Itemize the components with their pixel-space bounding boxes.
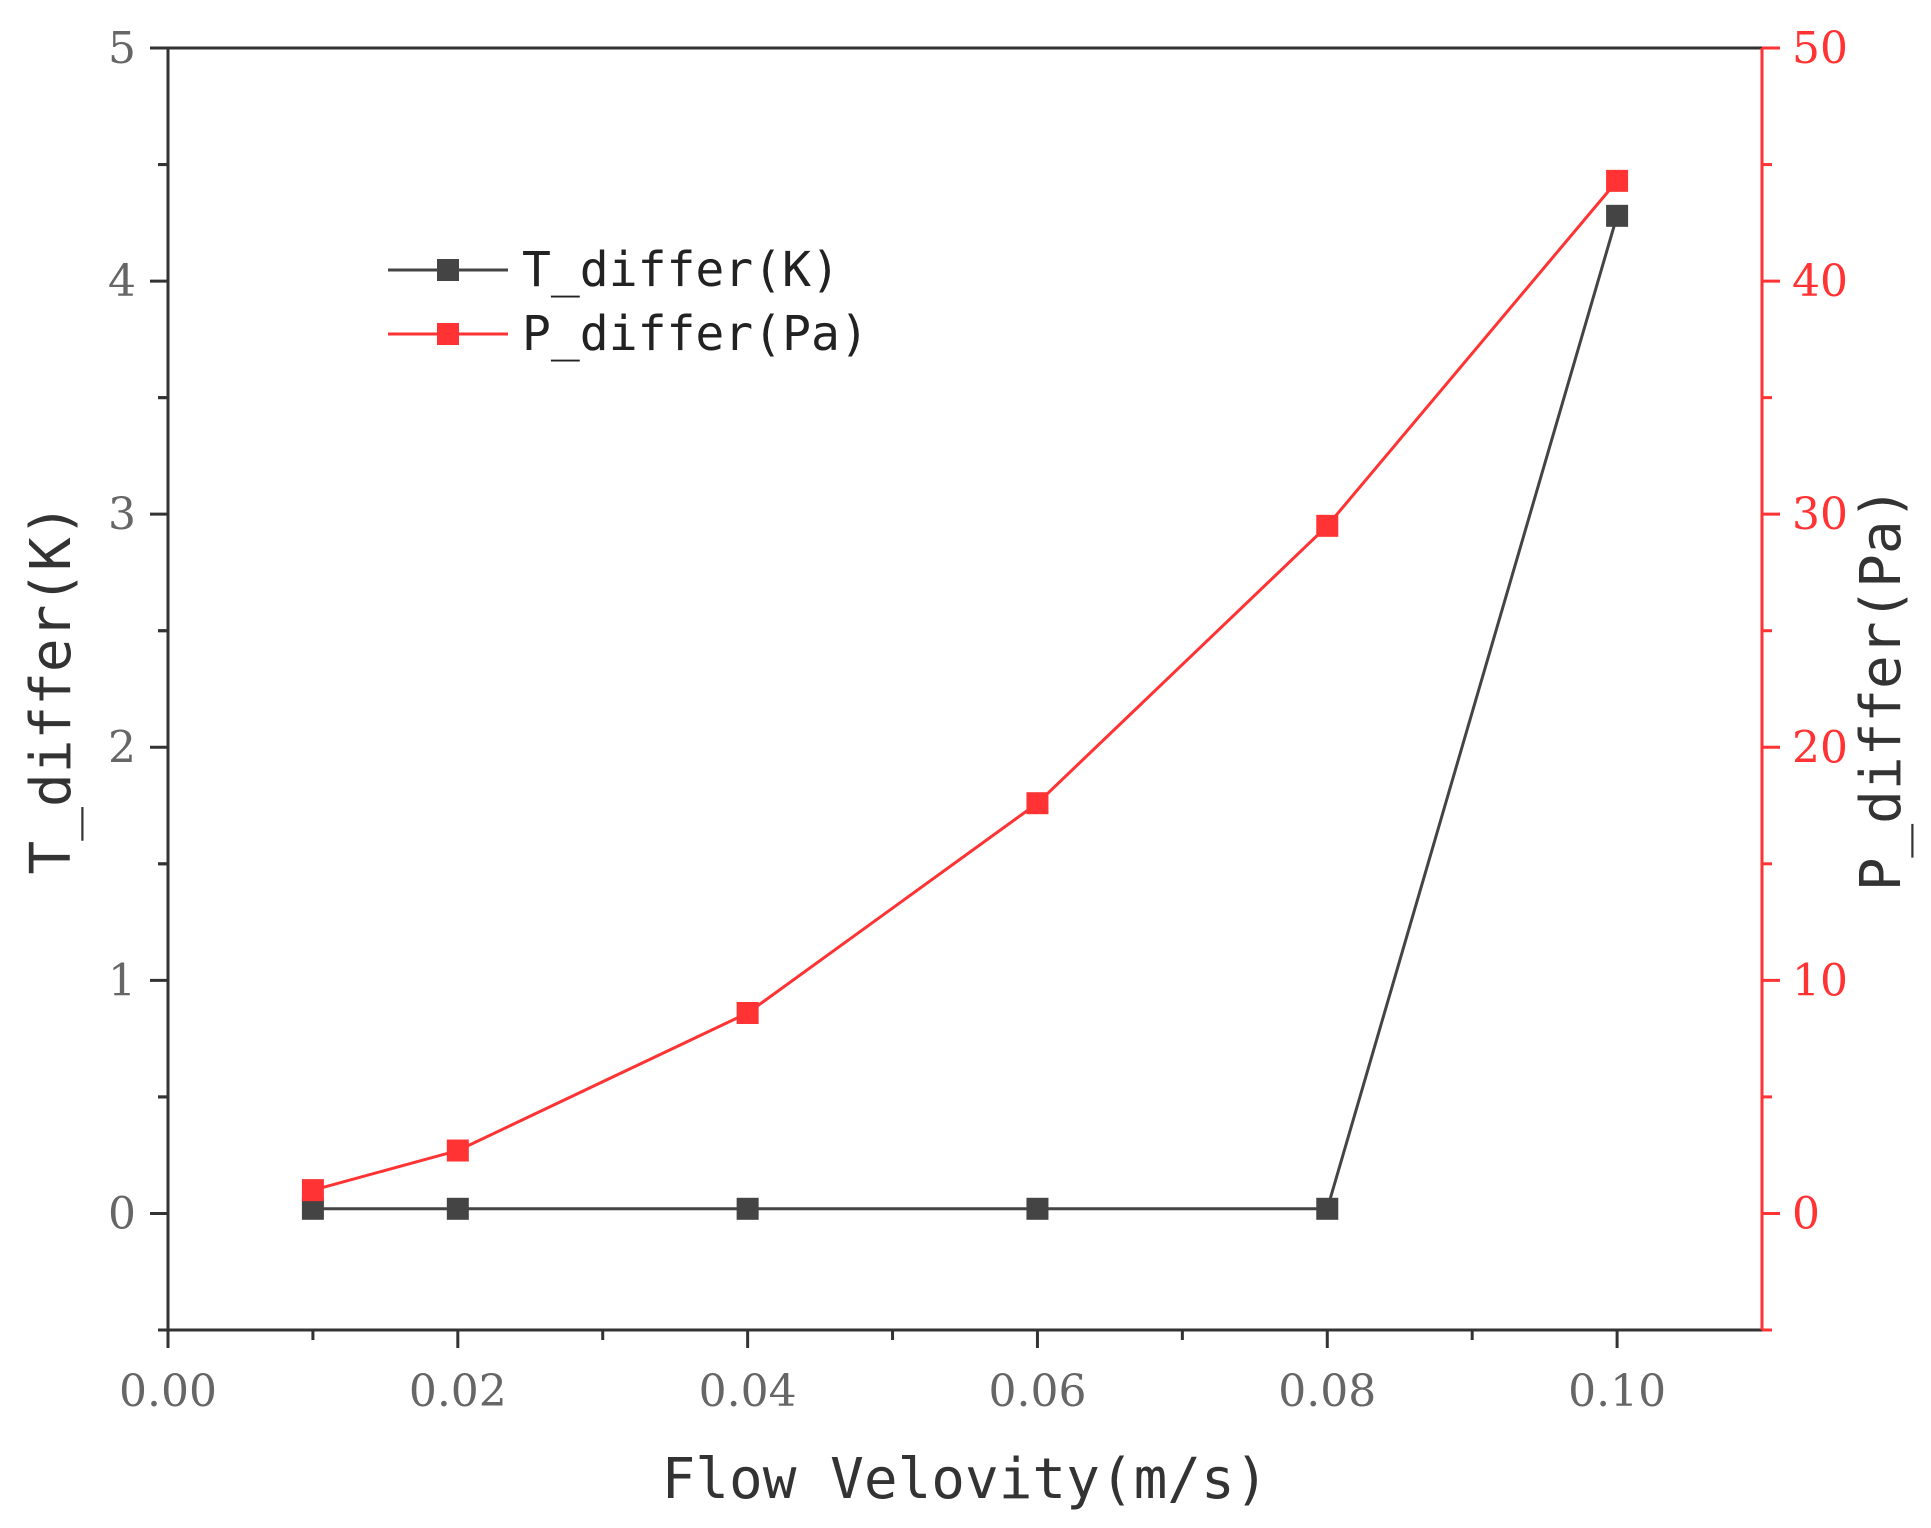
legend: T_differ(K) P_differ(Pa)	[388, 242, 869, 362]
x-tick-label: 0.02	[409, 1366, 507, 1417]
y-axis-title: T_differ(K)	[19, 504, 84, 875]
y2-tick-label: 10	[1792, 955, 1848, 1006]
legend-label-t-differ: T_differ(K)	[522, 242, 840, 298]
y2-tick-label: 0	[1792, 1188, 1820, 1239]
data-point-t-differ	[736, 1197, 759, 1220]
data-point-p-differ	[1606, 169, 1629, 192]
y2-tick-label: 30	[1792, 489, 1848, 540]
data-point-p-differ	[1316, 514, 1339, 537]
data-point-t-differ	[1026, 1197, 1049, 1220]
data-point-p-differ	[301, 1179, 324, 1202]
y2-tick-label: 40	[1792, 256, 1848, 307]
x-tick-label: 0.10	[1568, 1366, 1666, 1417]
y-tick-label: 1	[108, 955, 136, 1006]
x-tick-label: 0.06	[988, 1366, 1086, 1417]
legend-marker-t-differ	[437, 259, 459, 281]
series-line-p-differ	[312, 179, 1619, 1192]
x-tick-label: 0.00	[119, 1366, 217, 1417]
axes: 0.00 0.02 0.04 0.06 0.08 0.100123450102030405…	[108, 23, 1848, 1417]
data-point-t-differ	[301, 1197, 324, 1220]
y-tick-label: 4	[108, 256, 136, 307]
data-point-t-differ	[446, 1197, 469, 1220]
x-tick-label: 0.08	[1278, 1366, 1376, 1417]
y-tick-label: 2	[108, 722, 136, 773]
series-line-t-differ	[312, 215, 1619, 1211]
data-point-p-differ	[736, 1001, 759, 1024]
x-axis-title: Flow Velovity(m/s)	[662, 1447, 1269, 1512]
y2-tick-label: 20	[1792, 722, 1848, 773]
legend-label-p-differ: P_differ(Pa)	[522, 306, 869, 362]
data-point-t-differ	[1606, 204, 1629, 227]
series-layer	[301, 169, 1629, 1220]
data-point-p-differ	[1026, 792, 1049, 815]
y2-tick-label: 50	[1792, 23, 1848, 74]
y-tick-label: 3	[108, 489, 136, 540]
x-tick-label: 0.04	[699, 1366, 797, 1417]
y-tick-label: 5	[108, 23, 136, 74]
legend-marker-p-differ	[437, 323, 459, 345]
data-point-t-differ	[1316, 1197, 1339, 1220]
y-tick-label: 0	[108, 1188, 136, 1239]
y2-axis-title: P_differ(Pa)	[1849, 487, 1914, 892]
data-point-p-differ	[446, 1139, 469, 1162]
